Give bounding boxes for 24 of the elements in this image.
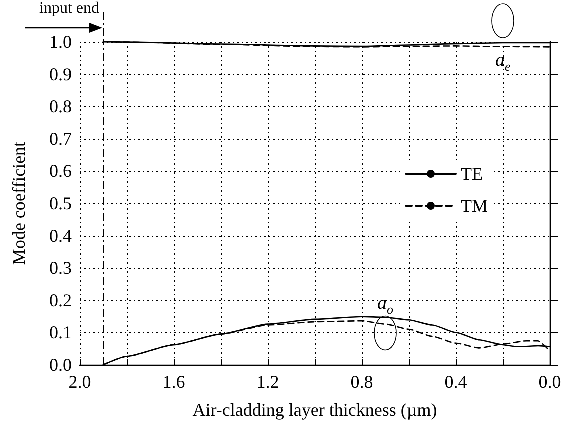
annotation: a$_{e}$ [496,50,511,76]
y-tick-label: 0.1 [50,322,72,343]
x-axis-title: Air-cladding layer thickness (µm) [192,400,438,420]
y-axis-title: Mode coefficient [9,142,29,266]
x-tick-label: 0.8 [350,372,374,392]
x-tick-label: 2.0 [68,372,92,392]
legend-label: TE [461,164,483,184]
y-tick-label: 0.3 [50,258,72,278]
y-tick-label: 0.8 [50,96,72,117]
y-tick-label: 0.6 [50,161,72,182]
y-tick-label: 0.0 [50,355,72,375]
x-tick-label: 1.6 [162,372,186,392]
y-tick-label: 0.4 [50,226,72,246]
y-tick-label: 1.0 [50,32,72,52]
x-tick-label: 0.0 [538,372,562,392]
annotation: a$_{o}$ [378,292,394,318]
x-tick-label: 0.4 [444,372,468,392]
x-tick-label: 1.2 [256,372,280,392]
y-tick-label: 0.2 [50,290,72,310]
y-tick-label: 0.9 [50,64,72,84]
y-tick-label: 0.7 [50,128,72,149]
legend-label: TM [461,196,488,216]
ref-line-label: input end [40,0,100,18]
y-tick-label: 0.5 [50,194,72,214]
